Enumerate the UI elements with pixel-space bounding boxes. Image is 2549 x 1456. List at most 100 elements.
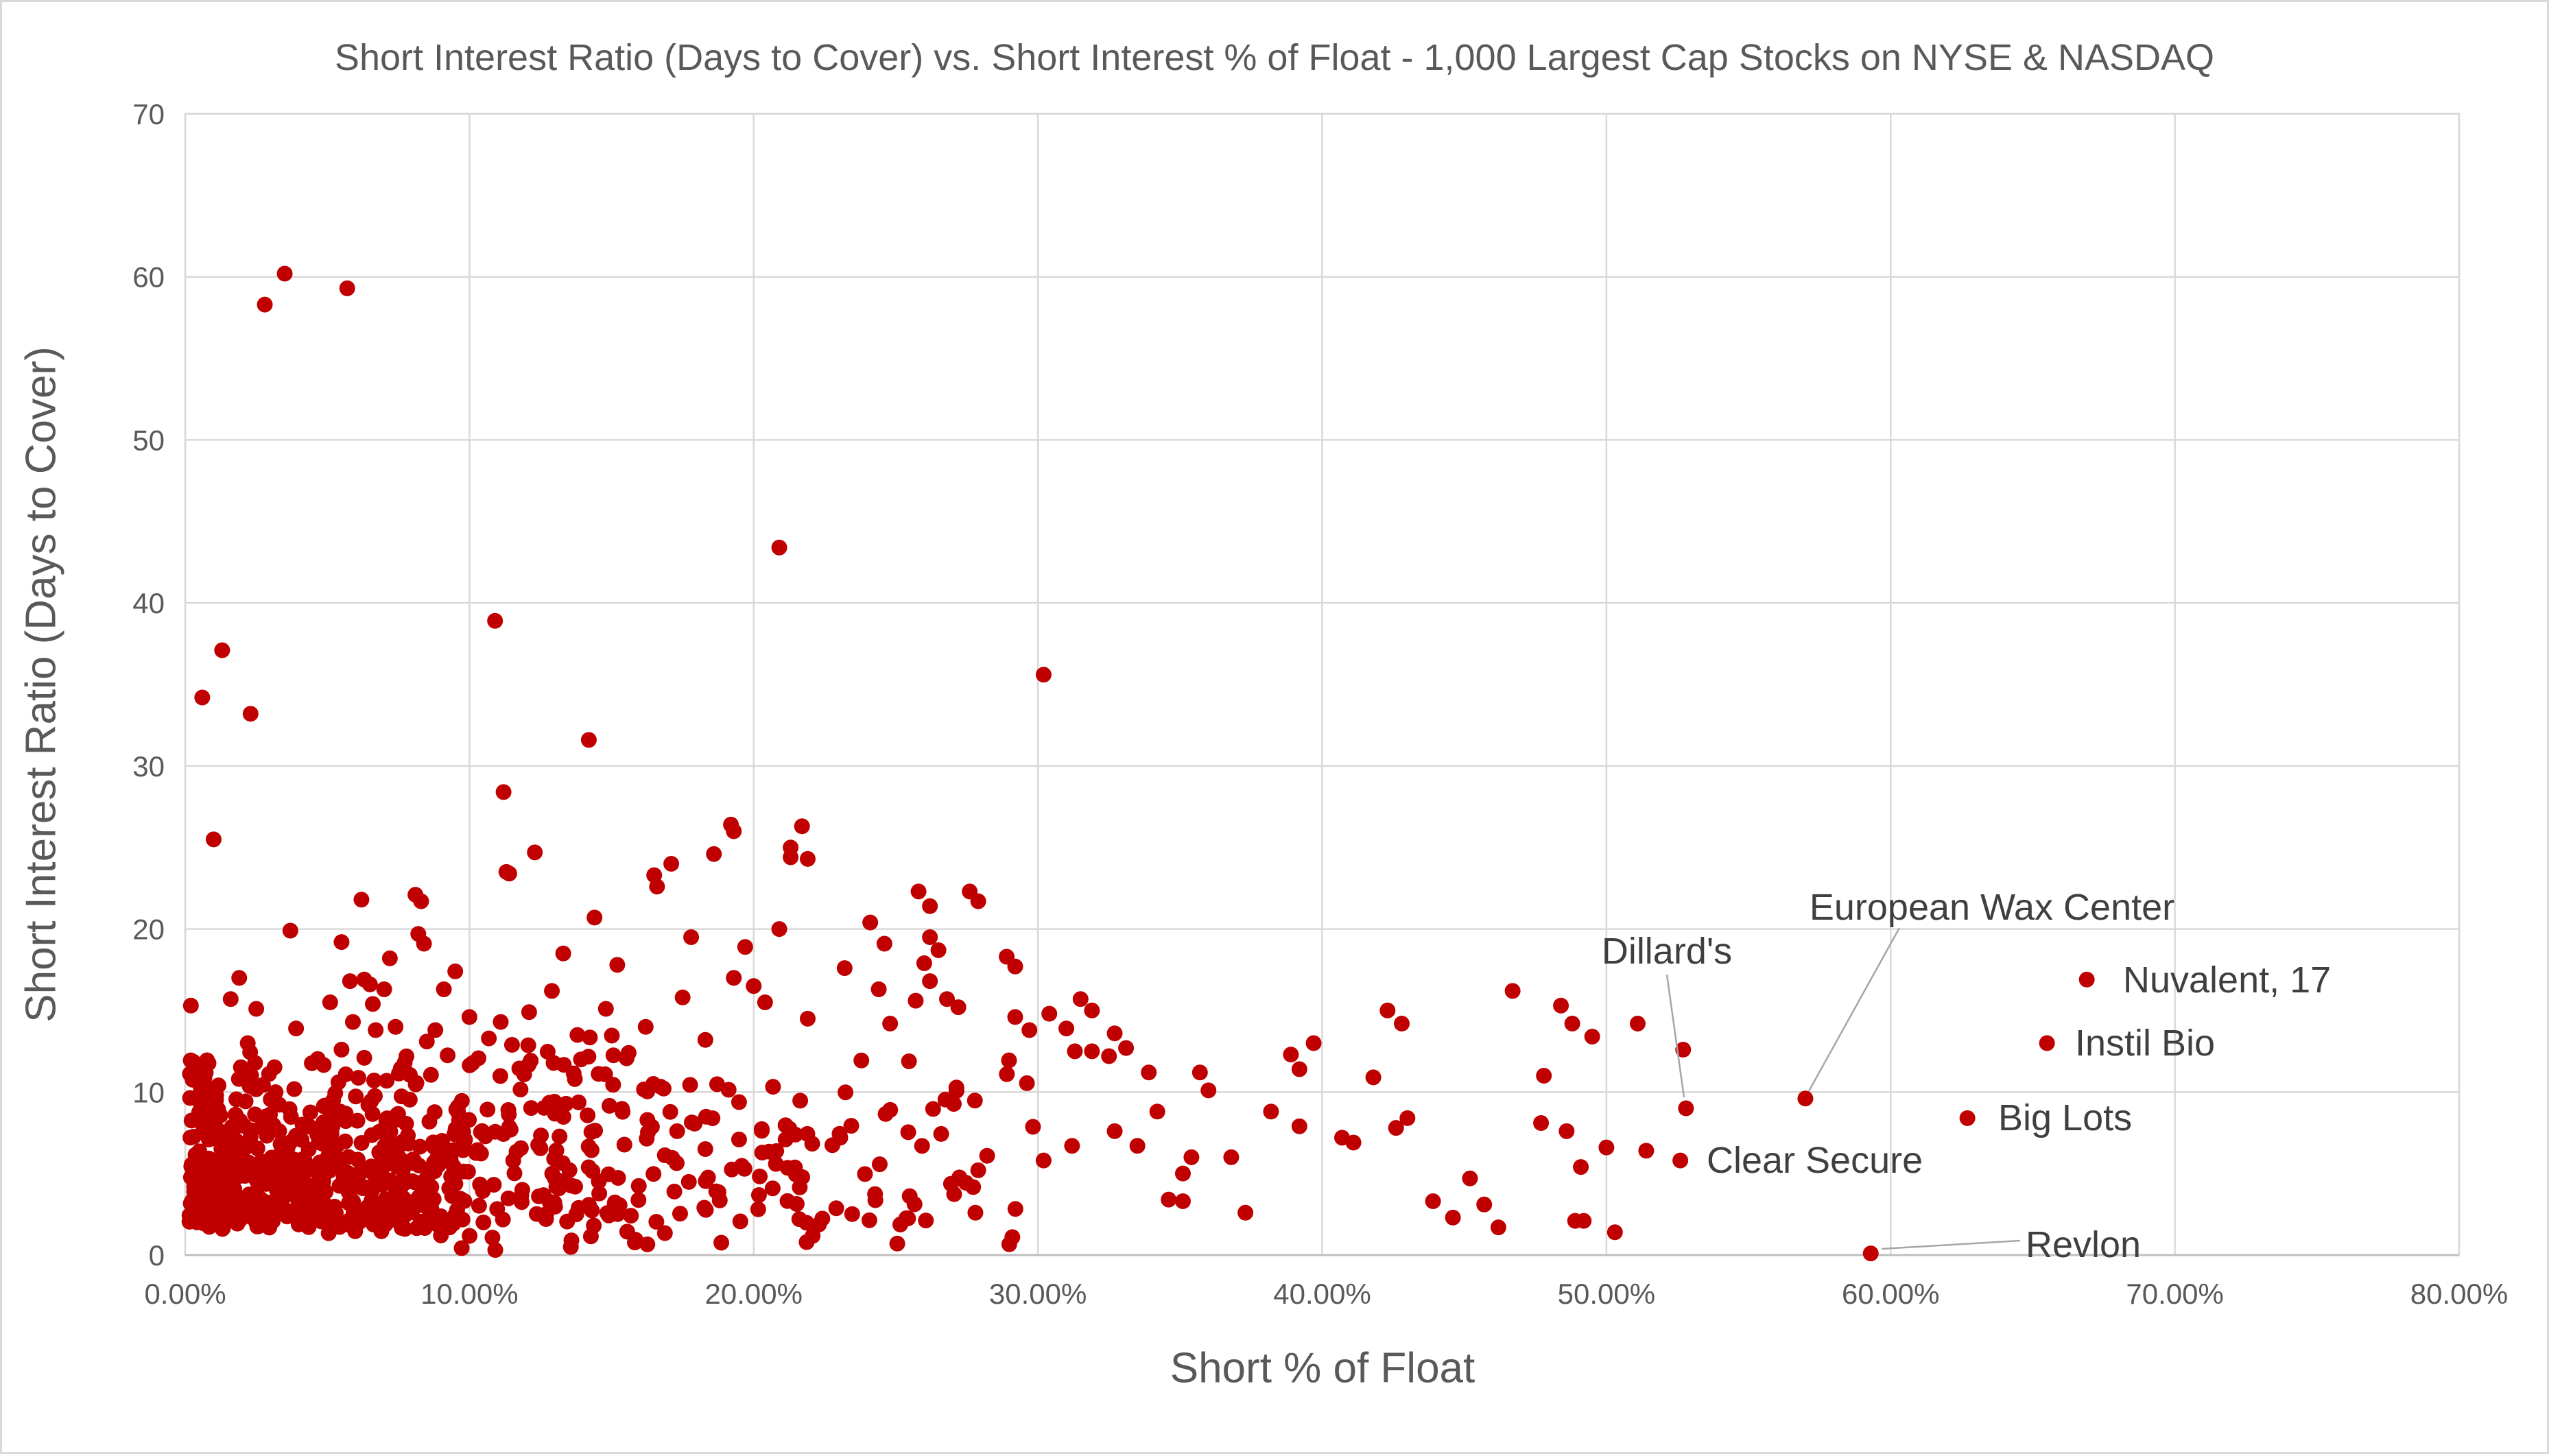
cluster-point [353,1204,370,1220]
cluster-point [567,1071,583,1087]
cluster-point [348,1088,364,1105]
cluster-point [364,1192,380,1208]
data-point [1174,1165,1191,1182]
data-point [683,929,700,945]
data-point [388,1018,404,1035]
cluster-point [605,1047,621,1064]
cluster-point [486,1176,502,1193]
cluster-point [552,1128,568,1145]
data-point [586,909,603,926]
cluster-point [386,1194,402,1210]
cluster-point [455,1138,472,1154]
cluster-point [286,1081,303,1097]
data-point [527,844,543,861]
cluster-point [844,1206,860,1222]
x-tick-label: 60.00% [1842,1278,1939,1310]
data-point [427,1022,444,1038]
cluster-point [656,1225,673,1241]
cluster-point [1001,1052,1017,1069]
cluster-point [583,1142,600,1158]
outlier-point [214,642,230,658]
outlier-point [339,280,355,296]
data-point [794,818,810,835]
cluster-point [946,1186,962,1202]
annotation-label-instil-bio: Instil Bio [2075,1023,2216,1064]
cluster-point [303,1178,319,1194]
data-point [1183,1149,1200,1165]
data-point [910,883,927,900]
data-point [697,1031,713,1048]
cluster-point [350,1069,366,1086]
data-point [967,1204,984,1221]
cluster-point [1025,1119,1041,1135]
cluster-point [247,1055,263,1071]
data-point [376,981,392,998]
outlier-point [495,784,512,800]
data-point [493,1014,509,1030]
data-point [1101,1048,1117,1064]
cluster-point [495,1211,511,1228]
annotation-leader-line [1665,974,1685,1098]
data-point [1388,1120,1404,1136]
data-point [674,989,691,1005]
data-point [381,950,398,966]
data-point [922,929,938,945]
cluster-point [438,1145,454,1161]
data-point [1263,1103,1279,1120]
data-point [1490,1219,1506,1236]
cluster-point [243,1067,259,1084]
y-axis-title: Short Interest Ratio (Days to Cover) [17,346,65,1023]
cluster-point [857,1166,873,1182]
cluster-point [471,1197,487,1214]
data-point [361,976,378,992]
cluster-point [539,1044,556,1060]
outlier-point [205,831,222,848]
data-point [1598,1139,1615,1156]
data-point [757,994,773,1011]
cluster-point [814,1210,831,1227]
cluster-point [252,1191,269,1207]
data-point [916,955,932,971]
cluster-point [198,1103,214,1119]
data-point [1504,983,1521,999]
data-point [1584,1028,1600,1045]
cluster-point [353,1135,370,1151]
cluster-point [532,1140,549,1156]
data-point [239,1035,256,1051]
cluster-point [425,1191,442,1207]
y-tick-label: 10 [132,1076,165,1108]
cluster-point [523,1100,539,1117]
data-point [333,1041,350,1058]
data-point [1072,991,1089,1007]
cluster-point [520,1037,536,1053]
data-point [1064,1138,1080,1154]
data-point [746,978,762,994]
cluster-point [511,1060,527,1077]
data-point [344,1014,361,1030]
cluster-point [373,1223,390,1239]
cluster-point [315,1136,331,1152]
cluster-point [337,1133,353,1149]
data-point [1200,1082,1217,1099]
data-point [663,855,680,872]
cluster-point [546,1093,562,1110]
cluster-point [967,1093,983,1109]
cluster-point [391,1214,407,1230]
x-tick-label: 80.00% [2410,1278,2508,1310]
data-point [1021,1022,1038,1038]
y-tick-label: 70 [132,98,165,130]
data-point [544,983,560,999]
cluster-point [533,1127,549,1144]
data-point [282,922,298,939]
data-point [364,996,381,1012]
data-point [1462,1170,1478,1186]
annotated-point [1678,1100,1694,1117]
data-point [333,934,350,951]
cluster-point [182,1052,199,1069]
cluster-point [582,1228,599,1245]
cluster-point [610,1197,626,1213]
cluster-point [750,1186,767,1203]
cluster-point [192,1165,209,1181]
cluster-point [186,1183,202,1200]
data-point [1445,1209,1461,1226]
